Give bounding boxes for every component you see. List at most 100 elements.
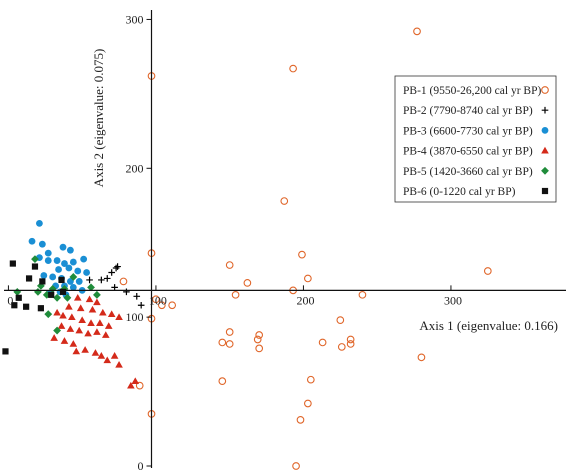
legend-label: PB-3 (6600-7730 cal yr BP) <box>403 125 533 137</box>
data-point <box>9 260 16 267</box>
data-point <box>15 294 22 301</box>
data-point <box>59 243 67 251</box>
data-point <box>123 288 130 296</box>
data-point <box>65 264 73 272</box>
data-point <box>61 260 68 267</box>
data-point <box>13 287 22 296</box>
data-point <box>57 322 66 329</box>
axes <box>4 10 566 468</box>
legend-label: PB-4 (3870-6550 cal yr BP) <box>403 146 533 158</box>
x-tick-label: 0 <box>7 293 13 307</box>
data-point <box>75 326 84 334</box>
legend-items: PB-1 (9550-26,200 cal yr BP) PB-2 (7790-8… <box>403 85 549 198</box>
data-point <box>103 275 111 282</box>
series-2 <box>86 263 145 309</box>
data-point <box>413 27 421 36</box>
data-point <box>135 381 144 390</box>
data-point <box>53 326 62 335</box>
data-point <box>346 335 355 344</box>
data-point <box>99 308 107 316</box>
x-axis-title: Axis 1 (eigenvalue: 0.166) <box>419 318 558 333</box>
data-point <box>69 273 78 281</box>
data-point <box>318 338 327 347</box>
legend-marker <box>541 166 549 175</box>
data-point <box>28 237 36 245</box>
data-point <box>72 347 81 355</box>
data-point <box>87 319 95 326</box>
x-tick-label: 200 <box>296 293 314 307</box>
data-point <box>93 290 101 299</box>
data-point <box>66 278 74 285</box>
data-point <box>38 240 46 248</box>
data-point <box>168 301 177 310</box>
data-point <box>75 278 83 285</box>
data-point <box>103 356 112 364</box>
data-point <box>59 288 67 295</box>
data-point <box>137 301 145 309</box>
data-point <box>218 377 227 386</box>
data-point <box>96 319 104 326</box>
data-point <box>255 344 264 353</box>
data-point <box>255 331 264 339</box>
data-point <box>58 276 65 284</box>
data-point <box>69 283 77 291</box>
data-point <box>53 308 61 316</box>
data-point <box>36 219 43 227</box>
legend-marker <box>541 146 549 154</box>
data-point <box>53 293 62 302</box>
data-point <box>336 316 345 324</box>
data-point <box>37 305 44 312</box>
data-point <box>50 334 58 341</box>
data-point <box>304 399 312 408</box>
data-point <box>104 322 113 329</box>
data-point <box>55 266 62 273</box>
data-point <box>280 197 289 205</box>
data-point <box>69 258 77 266</box>
y-tick-label: 100 <box>126 310 144 324</box>
data-point <box>76 304 85 312</box>
data-point <box>78 316 86 323</box>
data-point <box>23 303 30 310</box>
data-point <box>296 416 305 424</box>
data-point <box>304 274 312 283</box>
data-point <box>66 246 74 254</box>
legend-marker <box>541 86 549 94</box>
data-point <box>292 462 300 470</box>
data-point <box>108 269 115 276</box>
data-point <box>114 263 121 270</box>
series-1 <box>119 27 492 470</box>
data-point <box>101 331 110 338</box>
data-point <box>358 290 367 299</box>
x-tick-label: 100 <box>149 293 167 307</box>
data-point <box>85 295 94 303</box>
y-tick-label: 300 <box>126 12 144 26</box>
data-point <box>39 278 46 285</box>
y-tick-label: 200 <box>126 161 144 175</box>
data-point <box>225 328 234 336</box>
data-point <box>86 276 93 284</box>
data-point <box>73 293 82 301</box>
data-point <box>98 276 105 284</box>
data-point <box>298 250 306 259</box>
data-point <box>417 353 426 362</box>
legend-marker <box>541 106 549 114</box>
data-point <box>133 293 141 300</box>
data-point <box>2 348 9 355</box>
data-point <box>119 277 128 286</box>
data-point <box>11 302 18 309</box>
y-axis-title: Axis 2 (eigenvalue: 0.075) <box>91 49 106 188</box>
data-point <box>225 261 234 269</box>
data-point <box>115 313 123 320</box>
data-point <box>110 352 119 359</box>
data-point <box>68 313 76 320</box>
legend-marker <box>541 187 549 195</box>
legend-marker <box>541 126 549 134</box>
data-point <box>483 267 492 275</box>
data-point <box>31 263 39 270</box>
data-point <box>44 310 53 319</box>
data-point <box>306 375 315 384</box>
data-point <box>83 269 91 276</box>
data-point <box>44 257 52 264</box>
data-point <box>69 340 78 347</box>
